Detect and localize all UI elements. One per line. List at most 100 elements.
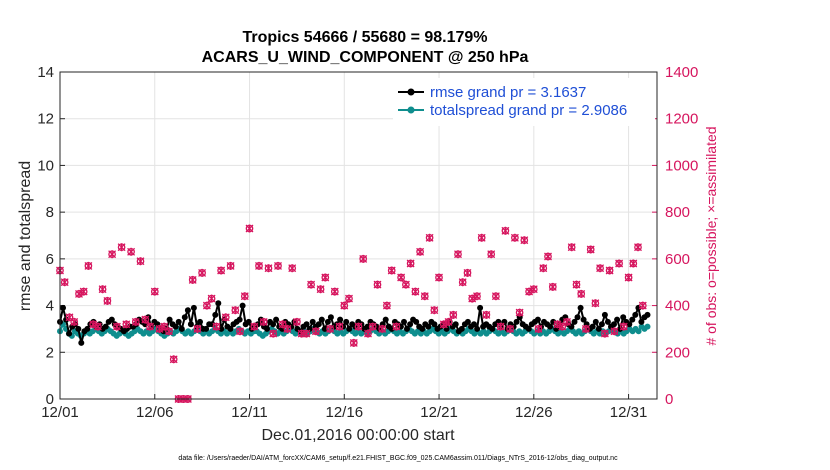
obs-assimilated-marker: [577, 289, 586, 298]
y-tick-label: 6: [46, 251, 54, 268]
obs-assimilated-marker: [501, 226, 510, 235]
obs-assimilated-marker: [155, 324, 164, 333]
obs-assimilated-marker: [354, 322, 363, 331]
rmse-point: [401, 318, 407, 325]
legend-rmse-marker: [407, 88, 415, 96]
obs-assimilated-marker: [496, 322, 505, 331]
rmse-point: [525, 325, 532, 332]
rmse-point: [78, 339, 85, 346]
x-tick-label: 12/16: [326, 404, 364, 421]
obs-assimilated-marker: [307, 280, 316, 289]
obs-assimilated-marker: [70, 317, 79, 326]
obs-assimilated-marker: [240, 292, 249, 301]
obs-assimilated-marker: [567, 243, 576, 252]
rmse-point: [629, 316, 636, 323]
rmse-point: [239, 302, 246, 309]
x-tick-label: 12/31: [610, 404, 648, 421]
rmse-point: [108, 316, 115, 323]
obs-assimilated-marker: [217, 266, 226, 275]
obs-assimilated-marker: [629, 259, 638, 268]
rmse-point: [273, 316, 280, 323]
obs-assimilated-marker: [596, 264, 605, 273]
obs-assimilated-marker: [401, 280, 410, 289]
rmse-point: [66, 330, 73, 337]
obs-assimilated-marker: [563, 317, 571, 326]
obs-assimilated-marker: [136, 257, 145, 266]
obs-assimilated-marker: [477, 233, 486, 242]
obs-assimilated-marker: [605, 266, 614, 275]
rmse-point: [601, 311, 608, 318]
obs-assimilated-marker: [515, 308, 524, 317]
obs-assimilated-marker: [439, 320, 448, 329]
obs-assimilated-marker: [169, 355, 178, 364]
obs-assimilated-marker: [264, 264, 273, 273]
rmse-point: [184, 307, 191, 314]
obs-assimilated-marker: [245, 224, 254, 233]
obs-assimilated-marker: [93, 322, 102, 331]
y-tick-label: 8: [46, 204, 54, 221]
rmse-point: [187, 321, 194, 328]
rmse-point: [63, 316, 70, 323]
obs-assimilated-marker: [463, 268, 472, 277]
obs-assimilated-marker: [392, 322, 401, 331]
obs-assimilated-marker: [449, 310, 458, 319]
obs-assimilated-marker: [141, 315, 150, 324]
legend-spread-marker: [407, 106, 415, 114]
obs-assimilated-marker: [378, 324, 387, 333]
rmse-point: [60, 304, 66, 311]
y2-tick-label: 600: [665, 251, 690, 268]
obs-assimilated-marker: [283, 324, 292, 333]
rmse-point: [474, 325, 481, 332]
obs-assimilated-marker: [420, 292, 429, 301]
obs-assimilated-marker: [539, 264, 548, 273]
obs-assimilated-marker: [84, 261, 93, 270]
obs-assimilated-marker: [634, 243, 642, 252]
obs-count-markers: [56, 224, 647, 403]
rmse-point: [346, 325, 353, 332]
obs-assimilated-marker: [103, 296, 112, 305]
rmse-point: [264, 325, 270, 332]
rmse-point: [343, 318, 350, 325]
rmse-point: [604, 318, 611, 325]
obs-assimilated-marker: [89, 320, 98, 329]
obs-assimilated-marker: [425, 233, 434, 242]
obs-assimilated-marker: [188, 275, 197, 284]
obs-assimilated-marker: [510, 233, 519, 242]
obs-assimilated-marker: [416, 247, 425, 256]
obs-assimilated-marker: [122, 320, 131, 329]
obs-assimilated-marker: [473, 292, 481, 301]
obs-assimilated-marker: [525, 287, 534, 296]
x-tick-label: 12/06: [136, 404, 174, 421]
rmse-point: [309, 318, 316, 325]
obs-assimilated-marker: [108, 250, 117, 259]
rmse-point: [626, 321, 633, 328]
obs-assimilated-marker: [98, 285, 107, 294]
rmse-point: [419, 325, 426, 332]
obs-assimilated-marker: [454, 250, 462, 259]
y-tick-label: 2: [46, 344, 54, 361]
obs-assimilated-marker: [610, 327, 619, 336]
rmse-point: [510, 323, 517, 330]
rmse-point: [227, 325, 234, 332]
obs-assimilated-marker: [349, 338, 358, 347]
y-tick-label: 4: [46, 298, 54, 315]
rmse-point: [458, 325, 465, 332]
obs-assimilated-marker: [259, 317, 268, 326]
obs-assimilated-marker: [112, 322, 121, 331]
y-tick-label: 10: [37, 157, 54, 174]
obs-assimilated-marker: [544, 252, 552, 261]
obs-assimilated-marker: [548, 282, 557, 291]
rmse-point: [413, 318, 420, 325]
rmse-point: [589, 323, 596, 330]
obs-assimilated-marker: [79, 287, 88, 296]
obs-assimilated-marker: [231, 306, 240, 315]
rmse-point: [181, 314, 188, 321]
obs-assimilated-marker: [202, 301, 211, 310]
rmse-point: [215, 300, 222, 307]
obs-assimilated-marker: [288, 264, 297, 273]
rmse-point: [577, 304, 584, 311]
rmse-point: [489, 325, 496, 332]
totalspread-point: [635, 328, 642, 335]
rmse-point: [303, 321, 310, 328]
legend-rmse-label: rmse grand pr = 3.1637: [430, 84, 586, 101]
